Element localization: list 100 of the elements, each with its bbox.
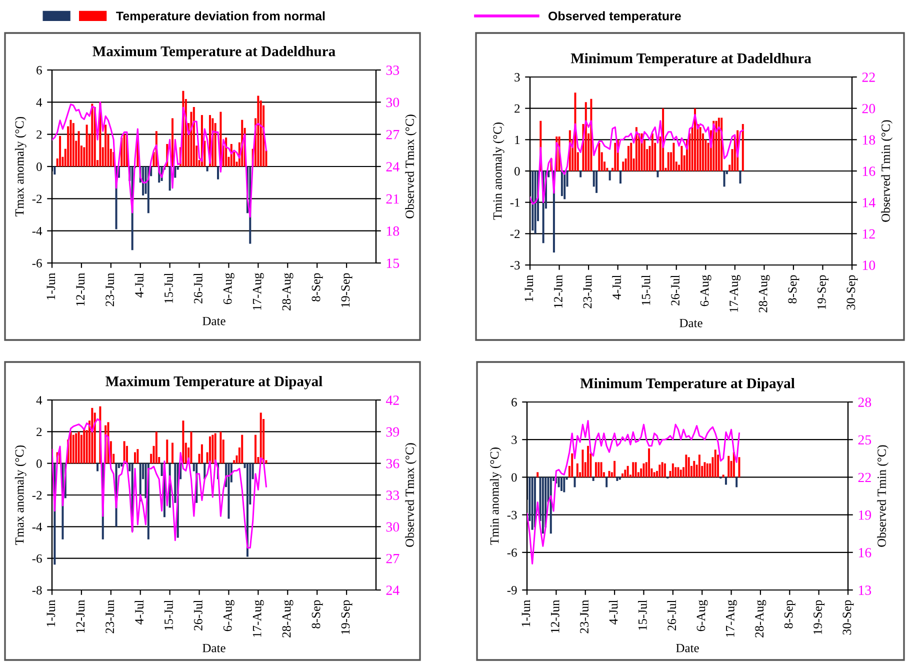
y-axis-title: Tmin anomaly (°C) bbox=[490, 448, 502, 545]
y-tick-label: -2 bbox=[510, 230, 520, 238]
y2-tick-label: 42 bbox=[386, 396, 399, 405]
y2-tick-label: 28 bbox=[858, 398, 872, 407]
y2-tick-label: 27 bbox=[386, 130, 400, 140]
y-tick-label: 4 bbox=[36, 98, 42, 107]
y2-tick-label: 24 bbox=[386, 586, 400, 595]
y-tick-label: 0 bbox=[514, 167, 520, 176]
x-tick-label: 1-Jun bbox=[522, 600, 530, 626]
x-tick-label: 8-Sep bbox=[312, 273, 323, 302]
y-axis-title: Tmin anomaly (°C) bbox=[492, 122, 504, 220]
x-tick-label: 23-Jun bbox=[583, 274, 592, 308]
x-tick-label: 1-Jun bbox=[46, 600, 56, 626]
y2-axis-title: Observed Tmax (°C) bbox=[405, 114, 417, 218]
x-tick-label: 17-Aug bbox=[252, 272, 264, 310]
x-axis-title: Date bbox=[676, 644, 699, 652]
y2-tick-label: 19 bbox=[858, 510, 872, 520]
x-tick-label: 15-Jul bbox=[638, 600, 647, 630]
x-axis-title: Date bbox=[680, 318, 702, 328]
x-tick-label: 19-Sep bbox=[817, 275, 828, 310]
x-tick-label: 26-Jul bbox=[194, 272, 202, 304]
x-axis-title: Date bbox=[202, 644, 226, 652]
y-tick-label: -8 bbox=[32, 586, 42, 594]
x-tick-label: 17-Aug bbox=[252, 600, 264, 637]
y-axis-title: Tmax anomaly (°C) bbox=[14, 445, 26, 545]
x-tick-label: 4-Jul bbox=[134, 272, 144, 298]
y2-axis-title: Observed Tmin (°C) bbox=[877, 445, 889, 547]
x-tick-label: 15-Jul bbox=[641, 274, 650, 305]
x-tick-label: 12-Jun bbox=[550, 600, 560, 633]
y2-tick-label: 16 bbox=[858, 548, 872, 558]
y2-tick-label: 20 bbox=[862, 104, 876, 114]
y2-tick-label: 10 bbox=[862, 260, 876, 270]
x-tick-label: 6-Aug bbox=[696, 600, 708, 632]
y2-tick-label: 16 bbox=[862, 166, 876, 176]
x-tick-label: 12-Jun bbox=[76, 600, 85, 633]
x-tick-label: 1-Jun bbox=[46, 272, 56, 300]
x-tick-label: 28-Aug bbox=[755, 600, 766, 638]
y-tick-label: 2 bbox=[36, 428, 42, 436]
y2-tick-label: 39 bbox=[386, 427, 400, 437]
y-axis-title: Tmax anomaly (°C) bbox=[14, 116, 26, 216]
y-tick-label: 2 bbox=[36, 130, 42, 139]
y2-tick-label: 30 bbox=[386, 98, 400, 108]
y2-tick-label: 21 bbox=[386, 194, 399, 204]
x-tick-label: 17-Aug bbox=[730, 274, 741, 312]
y-tick-label: 2 bbox=[514, 104, 520, 113]
chart-title: Maximum Temperature at Dadeldhura bbox=[92, 46, 336, 60]
x-tick-label: 17-Aug bbox=[726, 600, 737, 637]
x-tick-label: 4-Jul bbox=[612, 274, 621, 300]
x-tick-label: 26-Jul bbox=[667, 600, 676, 630]
y-tick-label: 1 bbox=[515, 136, 520, 144]
y2-tick-label: 22 bbox=[858, 472, 871, 482]
y-tick-label: -6 bbox=[32, 554, 42, 563]
y2-tick-label: 13 bbox=[858, 586, 872, 595]
x-tick-label: 23-Jun bbox=[106, 600, 114, 634]
x-tick-label: 19-Sep bbox=[341, 600, 352, 634]
y-tick-label: 3 bbox=[512, 436, 517, 444]
y2-tick-label: 24 bbox=[386, 162, 400, 172]
x-tick-label: 30-Sep bbox=[842, 600, 854, 635]
y-tick-label: -9 bbox=[507, 586, 517, 594]
x-tick-label: 15-Jul bbox=[164, 272, 173, 303]
y2-tick-label: 30 bbox=[386, 522, 400, 532]
y2-tick-label: 27 bbox=[386, 554, 400, 564]
x-tick-label: 12-Jun bbox=[554, 274, 562, 308]
x-tick-label: 8-Sep bbox=[312, 600, 323, 628]
y-tick-label: 0 bbox=[36, 459, 42, 468]
y-tick-label: -6 bbox=[32, 259, 42, 268]
y-tick-label: -6 bbox=[507, 548, 517, 557]
y-tick-label: -4 bbox=[32, 226, 42, 236]
y-tick-label: -2 bbox=[32, 491, 42, 500]
y2-tick-label: 22 bbox=[862, 72, 875, 82]
legend-label: Observed temperature bbox=[548, 11, 681, 23]
y-tick-label: 4 bbox=[36, 396, 42, 404]
y2-tick-label: 12 bbox=[862, 229, 875, 238]
chart-title: Minimum Temperature at Dipayal bbox=[580, 378, 795, 392]
x-tick-label: 28-Aug bbox=[282, 600, 294, 638]
x-tick-label: 6-Aug bbox=[700, 274, 712, 306]
x-tick-label: 19-Sep bbox=[341, 273, 352, 308]
x-tick-label: 23-Jun bbox=[580, 600, 588, 634]
y2-tick-label: 36 bbox=[386, 458, 400, 468]
y2-tick-label: 14 bbox=[862, 198, 876, 208]
y2-tick-label: 33 bbox=[386, 66, 400, 75]
y-tick-label: 0 bbox=[36, 162, 42, 171]
x-tick-label: 6-Aug bbox=[223, 600, 234, 632]
x-tick-label: 28-Aug bbox=[758, 274, 770, 312]
y2-tick-label: 33 bbox=[386, 490, 400, 500]
y-tick-label: -4 bbox=[32, 522, 42, 532]
x-tick-label: 15-Jul bbox=[164, 600, 173, 630]
x-tick-label: 23-Jun bbox=[106, 272, 114, 306]
x-tick-label: 6-Aug bbox=[223, 272, 234, 304]
legend-label: Temperature deviation from normal bbox=[116, 11, 325, 23]
y-tick-label: 6 bbox=[36, 66, 42, 74]
x-tick-label: 4-Jul bbox=[608, 600, 618, 624]
y-tick-label: 0 bbox=[512, 473, 517, 482]
y-tick-label: 6 bbox=[512, 398, 517, 406]
x-tick-label: 1-Jun bbox=[524, 274, 534, 302]
x-tick-label: 30-Sep bbox=[846, 275, 858, 310]
y-tick-label: -1 bbox=[510, 198, 520, 207]
y2-tick-label: 15 bbox=[386, 258, 400, 268]
y-tick-label: 3 bbox=[514, 73, 520, 82]
y-tick-label: -2 bbox=[32, 194, 42, 204]
